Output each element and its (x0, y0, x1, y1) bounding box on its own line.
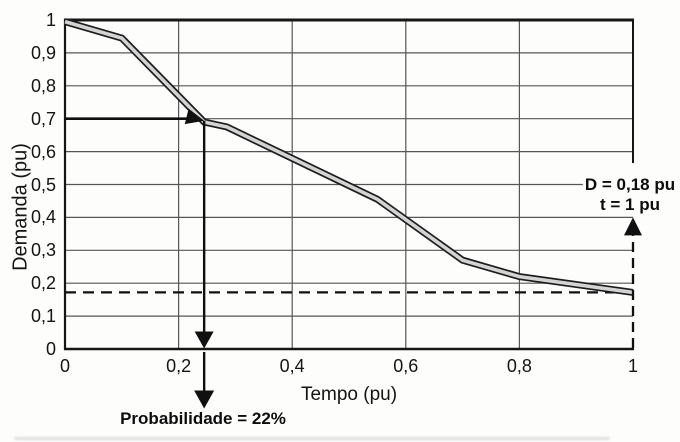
y-tick-label: 0,7 (30, 108, 56, 129)
down-arrowhead-icon (194, 331, 214, 349)
down-arrowhead-icon (194, 390, 215, 409)
x-tick-label: 1 (627, 356, 639, 376)
load-curve-fill (64, 19, 634, 295)
y-tick-label: 0,6 (30, 141, 56, 162)
load-curve-outline (64, 18, 634, 296)
x-tick-label: 0,8 (506, 356, 532, 376)
y-tick-label: 0 (45, 339, 56, 359)
y-axis-title: Demanda (pu) (9, 143, 32, 271)
time-value-label: t = 1 pu (600, 195, 660, 214)
y-tick-label: 0,4 (30, 207, 56, 228)
y-tick-label: 0,5 (30, 174, 56, 195)
y-tick-label: 0,2 (30, 273, 56, 294)
x-tick-label: 0 (59, 356, 71, 376)
x-tick-label: 0,2 (166, 356, 192, 376)
y-tick-label: 1 (45, 10, 56, 30)
right-arrowhead-icon (184, 108, 205, 125)
y-tick-label: 0,3 (30, 240, 56, 261)
up-arrowhead-icon (624, 217, 642, 236)
y-tick-label: 0,9 (30, 42, 56, 63)
probability-annotation-label: Probabilidade = 22% (120, 409, 286, 428)
x-tick-label: 0,4 (279, 356, 305, 376)
y-tick-label: 0,8 (30, 75, 56, 96)
x-axis-title: Tempo (pu) (300, 384, 398, 405)
x-tick-label: 0,6 (393, 356, 419, 376)
demand-value-label: D = 0,18 pu (584, 175, 676, 194)
demand-time-annotation: D = 0,18 pu t = 1 pu (582, 175, 678, 215)
scan-artifact-line (14, 437, 610, 440)
y-tick-label: 0,1 (30, 306, 56, 327)
